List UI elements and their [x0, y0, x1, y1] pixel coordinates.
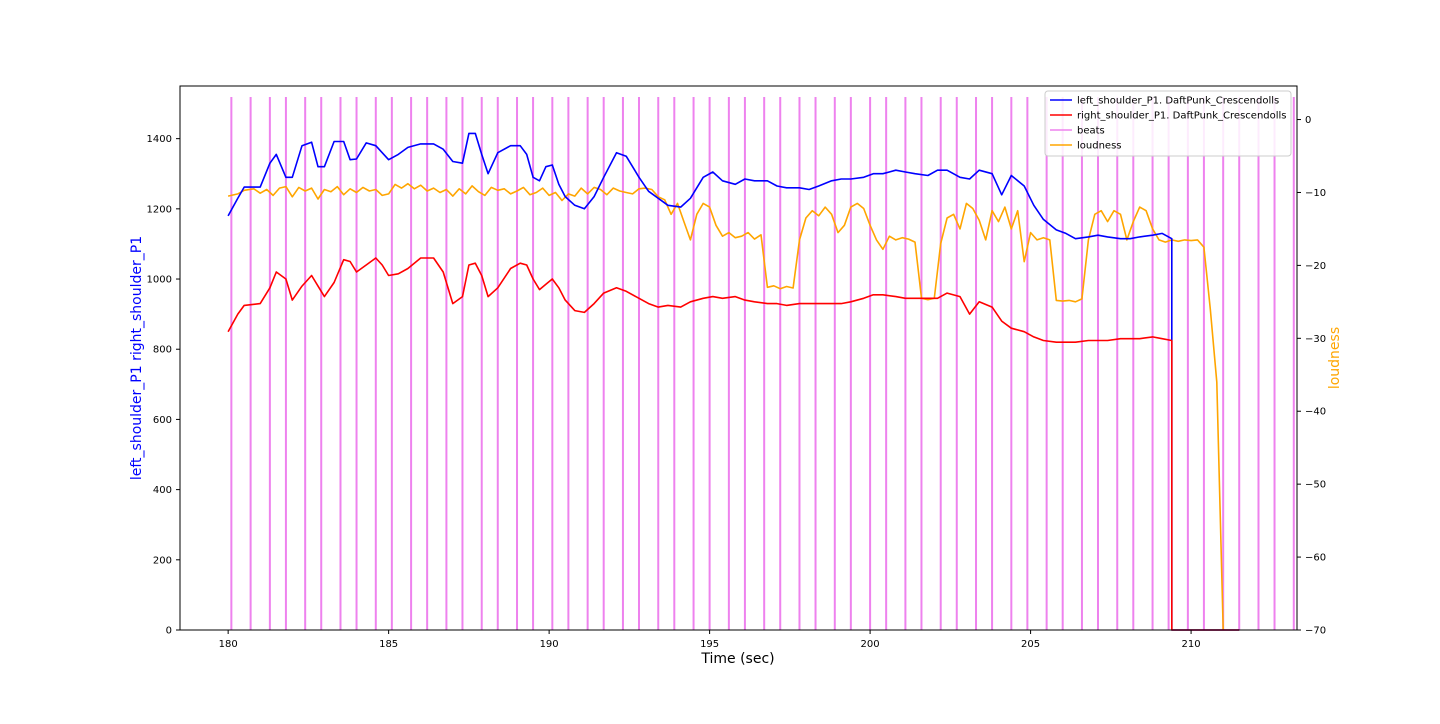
- legend-label: beats: [1077, 126, 1105, 137]
- y2-axis-label: loudness: [1327, 327, 1343, 389]
- y-tick-label: 600: [153, 415, 172, 426]
- series-line-3: [227, 182, 1224, 631]
- legend-label: loudness: [1077, 141, 1122, 152]
- y2-tick-label: −30: [1305, 334, 1326, 345]
- y-tick-label: 1200: [147, 204, 172, 215]
- y2-tick-label: −40: [1305, 407, 1326, 418]
- legend: left_shoulder_P1. DaftPunk_Crescendollsr…: [1044, 90, 1292, 157]
- y2-tick-label: −10: [1305, 188, 1326, 199]
- y2-tick-label: −60: [1305, 553, 1326, 564]
- x-axis-label: Time (sec): [700, 651, 774, 667]
- y-axis-label: left_shoulder_P1 right_shoulder_P1: [129, 236, 145, 480]
- y-tick-label: 200: [153, 555, 172, 566]
- x-tick-label: 205: [1021, 639, 1040, 650]
- y2-tick-label: −70: [1305, 626, 1326, 637]
- y-tick-label: 800: [153, 345, 172, 356]
- series-layer: [227, 132, 1240, 631]
- x-tick-label: 195: [700, 639, 719, 650]
- axes-layer: 180 185 190 195 200 205 210 0 200 400 600 800 1000 12…: [147, 115, 1327, 650]
- x-tick-label: 185: [379, 639, 398, 650]
- x-tick-label: 200: [861, 639, 880, 650]
- y-tick-label: 1400: [147, 134, 172, 145]
- y2-tick-label: −50: [1305, 480, 1326, 491]
- series-line-0: [227, 132, 1240, 631]
- legend-label: left_shoulder_P1. DaftPunk_Crescendolls: [1077, 96, 1279, 107]
- y2-tick-label: −20: [1305, 261, 1326, 272]
- x-tick-label: 190: [540, 639, 559, 650]
- legend-box: [1044, 90, 1292, 157]
- y-tick-label: 0: [166, 626, 172, 637]
- beats-layer: [230, 97, 1295, 630]
- series-line-1: [227, 257, 1240, 631]
- y-tick-label: 1000: [147, 275, 172, 286]
- legend-label: right_shoulder_P1. DaftPunk_Crescendolls: [1077, 111, 1287, 122]
- x-tick-label: 210: [1182, 639, 1201, 650]
- x-tick-label: 180: [219, 639, 238, 650]
- y-tick-label: 400: [153, 485, 172, 496]
- plot-frame: [179, 85, 1298, 631]
- y2-tick-label: 0: [1305, 115, 1311, 126]
